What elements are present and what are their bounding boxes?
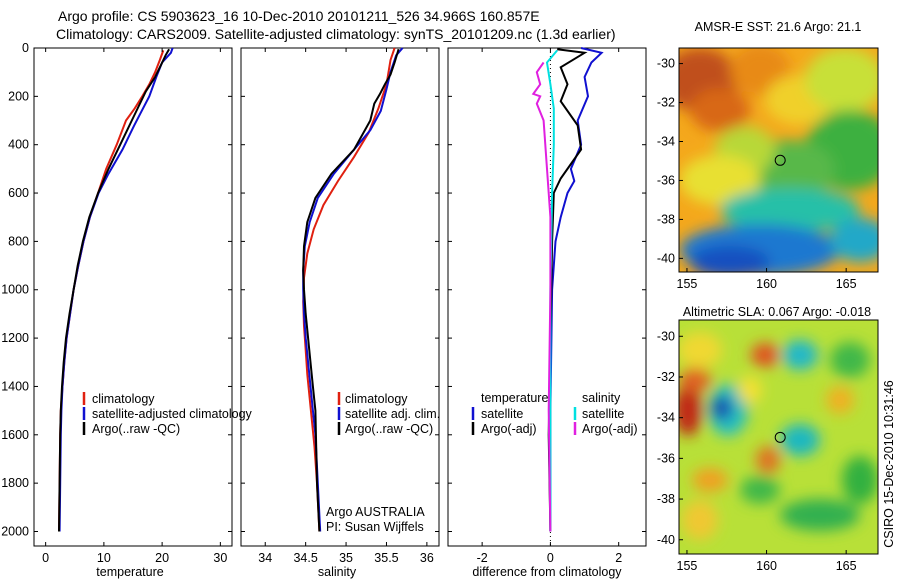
- sst-map-title: AMSR-E SST: 21.6 Argo: 21.1: [695, 20, 862, 34]
- map-y-tick-label: -32: [657, 370, 675, 384]
- legend-satellite-text: satellite adj. clim.: [345, 407, 440, 421]
- map-y-tick-label: -38: [657, 492, 675, 506]
- series-line-climatology: [302, 47, 396, 532]
- legend-sal-satellite-text: satellite: [582, 407, 624, 421]
- depth-tick-label: 800: [8, 234, 29, 248]
- depth-tick-label: 600: [8, 186, 29, 200]
- x-tick-label: 30: [213, 551, 227, 565]
- depth-tick-label: 0: [22, 41, 29, 55]
- map-x-tick-label: 165: [836, 277, 857, 291]
- legend-sal-argo-text: Argo(-adj): [582, 422, 638, 436]
- salinity-panel: [240, 47, 440, 547]
- legend-temperature-title: temperature: [481, 391, 548, 405]
- legend-temp-argo-text: Argo(-adj): [481, 422, 537, 436]
- depth-tick-label: 1600: [1, 428, 29, 442]
- depth-tick-label: 1800: [1, 476, 29, 490]
- series-line-satellite-adj-clim-: [302, 47, 404, 532]
- map-y-tick-label: -32: [657, 96, 675, 110]
- pi-label: PI: Susan Wijffels: [326, 520, 424, 534]
- map-x-tick-label: 155: [677, 559, 698, 573]
- depth-tick-label: 1000: [1, 283, 29, 297]
- x-tick-label: 34.5: [293, 551, 317, 565]
- credit-timestamp: CSIRO 15-Dec-2010 10:31:46: [882, 380, 896, 548]
- difference-legend: temperature satellite Argo(-adj) salinit…: [471, 391, 638, 436]
- map-x-tick-label: 160: [756, 559, 777, 573]
- legend-argo-text: Argo(..raw -QC): [92, 422, 180, 436]
- depth-tick-label: 400: [8, 138, 29, 152]
- x-tick-label: 2: [615, 551, 622, 565]
- depth-tick-label: 2000: [1, 524, 29, 538]
- series-line-argo-raw-qc-: [58, 48, 170, 532]
- header-line-1: Argo profile: CS 5903623_16 10-Dec-2010 …: [58, 8, 540, 24]
- map-x-tick-label: 160: [756, 277, 777, 291]
- depth-tick-label: 1200: [1, 331, 29, 345]
- legend-salinity-title: salinity: [582, 391, 621, 405]
- difference-panel: [447, 47, 647, 547]
- temperature-series: [58, 47, 174, 532]
- depth-tick-label: 1400: [1, 379, 29, 393]
- map-x-tick-label: 165: [836, 559, 857, 573]
- map-y-tick-label: -34: [657, 134, 675, 148]
- sst-map-axes: 155 160 165 -30 -32 -34 -36 -38 -40: [657, 57, 857, 291]
- difference-x-ticks: -2 0 2: [448, 47, 646, 565]
- x-tick-label: 36: [420, 551, 434, 565]
- legend-temp-satellite-text: satellite: [481, 407, 523, 421]
- x-tick-label: 0: [42, 551, 49, 565]
- salinity-x-ticks: 34 34.5 35 35.5 36: [241, 47, 439, 565]
- sla-map-title: Altimetric SLA: 0.067 Argo: -0.018: [683, 305, 871, 319]
- x-tick-label: 34: [258, 551, 272, 565]
- map-y-tick-label: -30: [657, 57, 675, 71]
- sst-map-frame: [678, 47, 879, 273]
- map-y-tick-label: -36: [657, 173, 675, 187]
- legend-climatology-text: climatology: [92, 392, 155, 406]
- map-x-tick-label: 155: [677, 277, 698, 291]
- salinity-x-label: salinity: [318, 565, 357, 579]
- series-line-temperature-satellite: [549, 47, 604, 532]
- series-line-argo-raw-qc-: [302, 48, 400, 532]
- map-y-tick-label: -30: [657, 329, 675, 343]
- legend-satellite-text: satellite-adjusted climatology: [92, 407, 253, 421]
- sst-float-marker: [774, 154, 786, 166]
- difference-x-label: difference from climatology: [472, 565, 622, 579]
- salinity-series: [302, 47, 404, 532]
- x-tick-label: 35.5: [374, 551, 398, 565]
- map-y-tick-label: -34: [657, 411, 675, 425]
- argo-australia-label: Argo AUSTRALIA: [326, 505, 425, 519]
- sla-float-marker: [774, 431, 786, 443]
- header-line-2: Climatology: CARS2009. Satellite-adjuste…: [56, 26, 616, 42]
- x-tick-label: 10: [97, 551, 111, 565]
- sla-heatmap: [679, 320, 878, 554]
- legend-argo-text: Argo(..raw -QC): [345, 422, 433, 436]
- depth-axis-labels: 0 200 400 600 800 1000 1200 1400 1600 1800 2000: [1, 41, 29, 538]
- x-tick-label: 20: [155, 551, 169, 565]
- difference-series: [531, 47, 604, 532]
- sla-map-axes: 155 160 165 -30 -32 -34 -36 -38 -40: [657, 329, 857, 573]
- series-line-climatology: [58, 50, 165, 532]
- temperature-panel: [33, 47, 233, 547]
- x-tick-label: 35: [339, 551, 353, 565]
- series-line-salinity-argo-adj-: [531, 61, 552, 532]
- temperature-x-label: temperature: [96, 565, 163, 579]
- temperature-x-ticks: 0 10 20 30: [34, 47, 232, 565]
- map-y-tick-label: -40: [657, 533, 675, 547]
- sst-heatmap: [679, 48, 878, 272]
- series-line-satellite-adjusted-climatology: [58, 47, 174, 532]
- salinity-legend: climatology satellite adj. clim. Argo(..…: [337, 392, 440, 436]
- series-line-salinity-satellite: [545, 49, 558, 532]
- x-tick-label: 0: [547, 551, 554, 565]
- map-y-tick-label: -36: [657, 451, 675, 465]
- legend-climatology-text: climatology: [345, 392, 408, 406]
- map-y-tick-label: -38: [657, 212, 675, 226]
- map-y-tick-label: -40: [657, 251, 675, 265]
- x-tick-label: -2: [477, 551, 488, 565]
- temperature-legend: climatology satellite-adjusted climatolo…: [82, 392, 253, 436]
- depth-tick-label: 200: [8, 89, 29, 103]
- sla-map-frame: [678, 319, 879, 555]
